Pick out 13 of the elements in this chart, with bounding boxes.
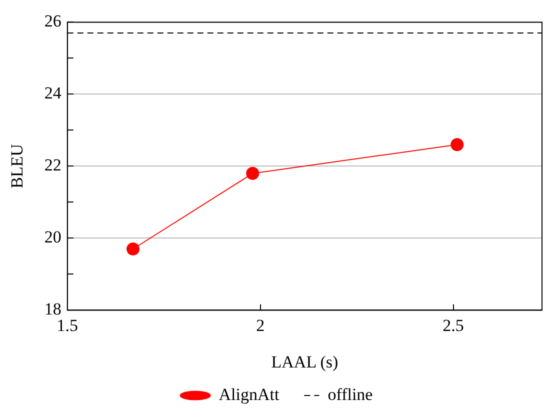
legend-label: offline: [328, 384, 373, 404]
x-tick-label: 2: [256, 316, 265, 335]
y-axis-title: BLEU: [8, 144, 27, 188]
legend-label: AlignAtt: [218, 384, 280, 404]
point: [246, 166, 260, 180]
y-tick-label: 22: [44, 156, 62, 175]
point: [450, 138, 464, 152]
point: [126, 242, 140, 256]
x-tick-label: 2.5: [442, 316, 464, 335]
y-tick-label: 24: [44, 84, 62, 103]
x-axis-title: LAAL (s): [271, 352, 338, 372]
y-tick-label: 20: [44, 228, 62, 247]
y-tick-label: 26: [44, 12, 62, 31]
